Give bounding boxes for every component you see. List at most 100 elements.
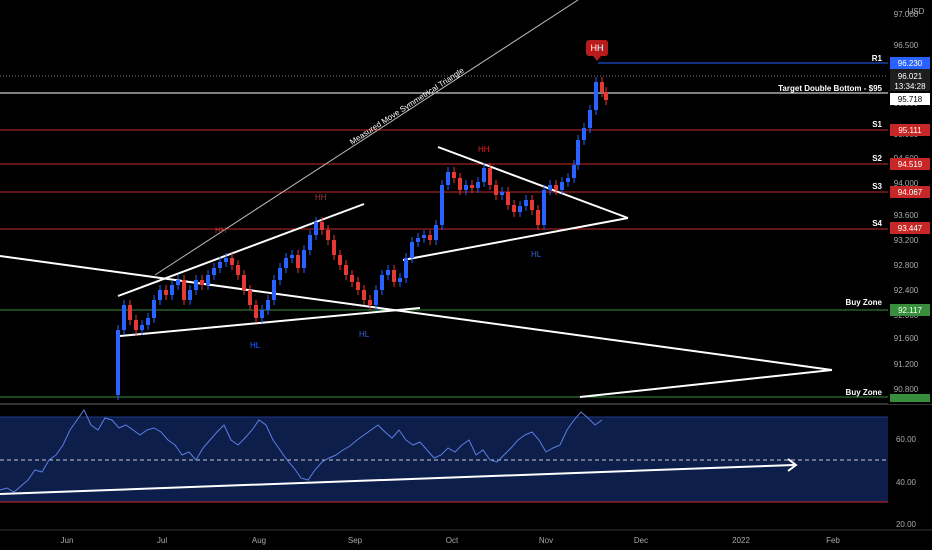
time-label-jun: Jun [61, 536, 74, 545]
time-label-nov: Nov [539, 536, 553, 545]
candle-body [392, 270, 396, 282]
level-name-s3: S3 [872, 182, 882, 191]
hh-label-2: HH [478, 145, 490, 154]
hh-badge[interactable] [586, 40, 608, 56]
currency-label: USD [908, 7, 925, 16]
candle-body [326, 230, 330, 240]
candle-body [350, 275, 354, 282]
candle-body [554, 185, 558, 190]
candle-body [116, 330, 120, 395]
candle-body [128, 305, 132, 320]
candle-body [248, 290, 252, 305]
candle-body [452, 172, 456, 178]
hh-label-3: HH [215, 226, 227, 235]
candle-body [206, 275, 210, 285]
candle-body [536, 210, 540, 225]
badge-target [890, 93, 930, 105]
badge-s4 [890, 222, 930, 234]
candle-body [470, 185, 474, 188]
triangle2-lower[interactable] [402, 217, 629, 261]
candle-body [242, 275, 246, 290]
time-label-oct: Oct [446, 536, 459, 545]
badge-s2-value: 94.519 [898, 160, 923, 169]
candle-body [296, 255, 300, 268]
hh-label-1: HH [315, 193, 327, 202]
candle-body [594, 82, 598, 110]
candle-body [404, 258, 408, 278]
badge-s1 [890, 124, 930, 136]
candle-body [302, 250, 306, 268]
price-tick: 91.600 [894, 334, 919, 343]
candle-body [506, 192, 510, 205]
rsi-line [0, 409, 603, 493]
big-triangle-upper[interactable] [0, 255, 833, 371]
candle-body [308, 235, 312, 250]
badge-r1 [890, 57, 930, 69]
price-tick: 93.200 [894, 236, 919, 245]
hl-label-1: HL [250, 341, 261, 350]
triangle1-lower[interactable] [119, 307, 421, 337]
badge-s2 [890, 158, 930, 170]
candle-body [530, 200, 534, 210]
candle-body [266, 300, 270, 310]
candle-body [548, 185, 552, 190]
badge-s3 [890, 186, 930, 198]
candle-body [464, 185, 468, 190]
price-tick: 93.600 [894, 211, 919, 220]
triangle1-upper[interactable] [117, 203, 365, 297]
candle-body [278, 268, 282, 280]
badge-target-value: 95.718 [898, 95, 923, 104]
candle-body [588, 110, 592, 128]
rsi-tick-60: 60.00 [896, 435, 917, 444]
candle-body [446, 172, 450, 185]
time-axis[interactable] [0, 530, 888, 550]
candle-body [230, 258, 234, 265]
time-label-aug: Aug [252, 536, 266, 545]
price-tick: 90.800 [894, 385, 919, 394]
candle-body [488, 168, 492, 185]
big-triangle-lower[interactable] [579, 369, 833, 398]
time-label-dec: Dec [634, 536, 648, 545]
candle-body [158, 290, 162, 300]
triangle2-upper[interactable] [437, 146, 629, 219]
time-label-2022: 2022 [732, 536, 750, 545]
candle-body [362, 290, 366, 300]
time-label-sep: Sep [348, 536, 363, 545]
badge-s3-value: 94.067 [898, 188, 923, 197]
candle-body [422, 235, 426, 238]
rsi-tick-20: 20.00 [896, 520, 917, 529]
rsi-axis[interactable] [888, 406, 932, 530]
candle-body [260, 310, 264, 318]
candle-body [170, 285, 174, 295]
badge-r1-value: 96.230 [898, 59, 923, 68]
level-name-buy1: Buy Zone [846, 298, 883, 307]
badge-s1-value: 95.111 [898, 126, 922, 135]
candle-body [254, 305, 258, 318]
candle-body [176, 280, 180, 285]
rsi-trend-line[interactable] [0, 464, 795, 495]
candle-body [566, 178, 570, 182]
candle-body [188, 290, 192, 300]
candle-body [122, 305, 126, 330]
candle-body [416, 238, 420, 242]
level-name-s4: S4 [872, 219, 882, 228]
candle-body [332, 240, 336, 255]
candle-body [600, 82, 604, 92]
badge-buy1 [890, 304, 930, 316]
hh-badge-pointer [593, 56, 601, 61]
rsi-arrow-head [787, 458, 798, 472]
price-tick: 92.400 [894, 286, 919, 295]
candle-body [320, 222, 324, 230]
candle-body [428, 235, 432, 240]
current-price-box [890, 69, 930, 91]
measured-move-line[interactable] [154, 0, 579, 276]
candle-body [218, 262, 222, 268]
hl-label-2: HL [359, 330, 370, 339]
candle-body [518, 206, 522, 212]
candle-body [134, 320, 138, 330]
candle-body [476, 182, 480, 188]
candle-body [356, 282, 360, 290]
candle-body [284, 258, 288, 268]
price-tick: 91.200 [894, 360, 919, 369]
